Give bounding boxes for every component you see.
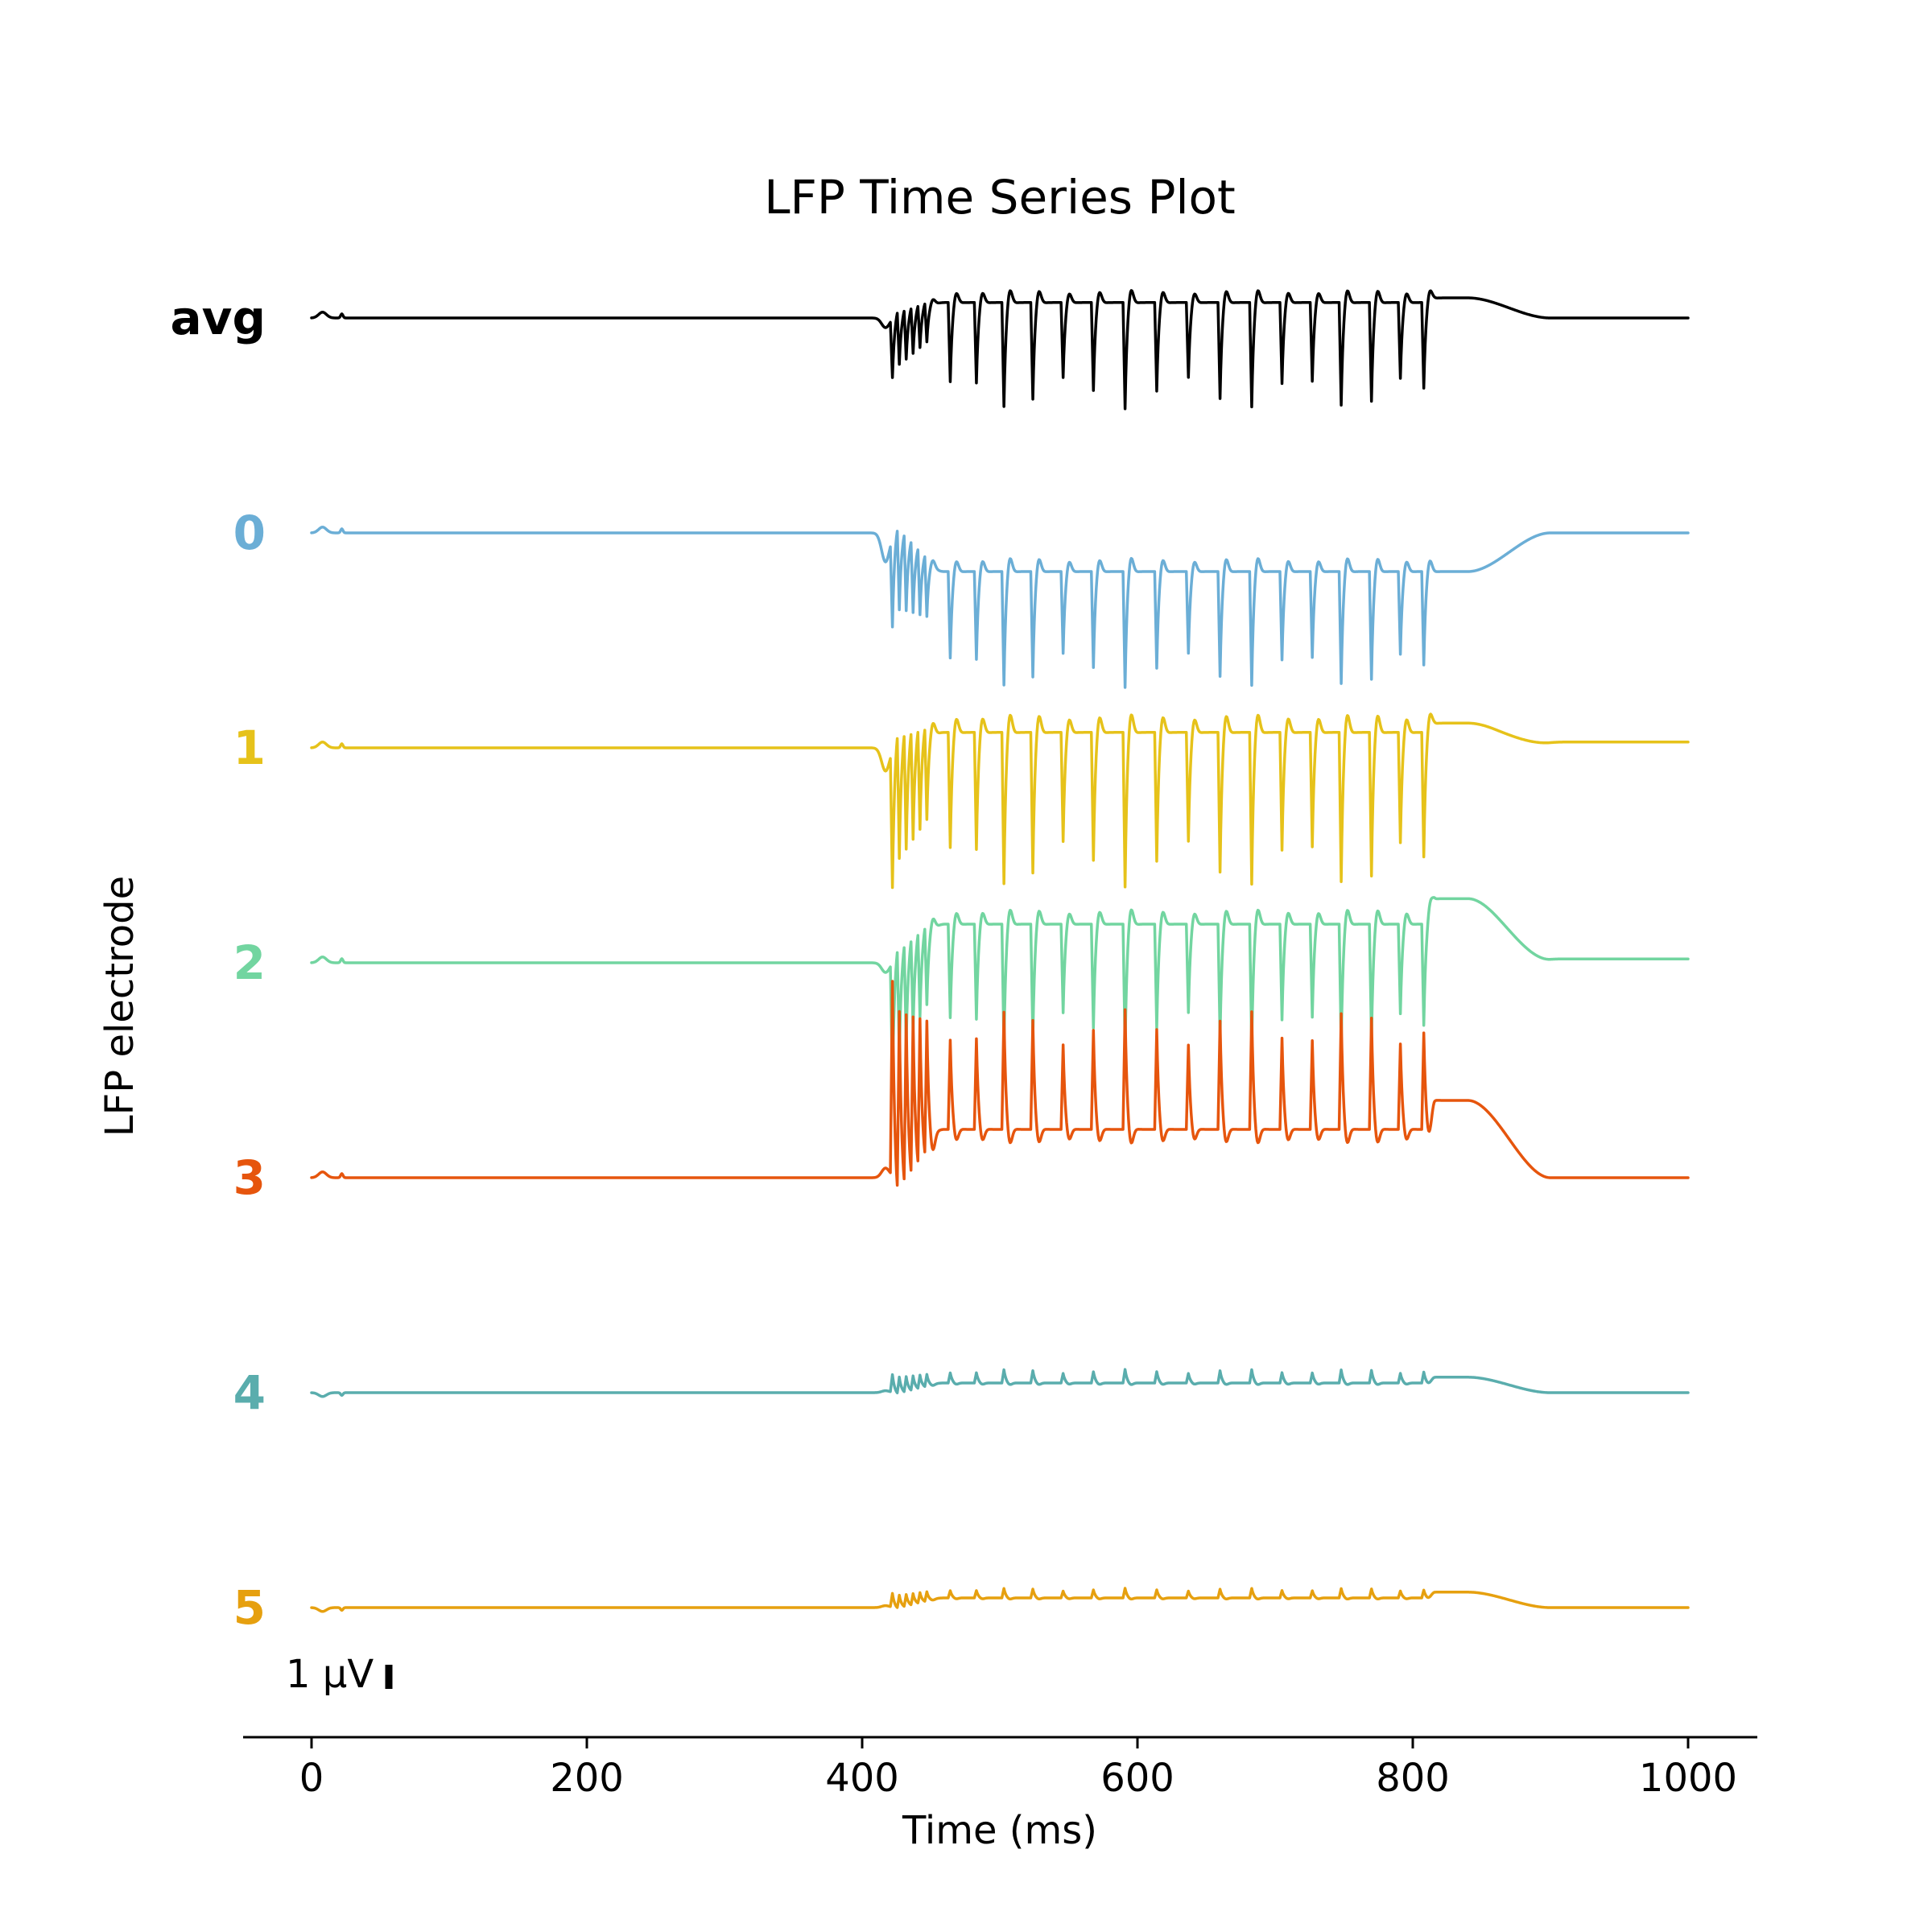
channel-label-4: 4: [233, 1365, 266, 1420]
trace-4: [310, 1368, 1690, 1398]
x-tick-label-1: 200: [550, 1756, 624, 1801]
trace-3: [310, 980, 1690, 1187]
trace-5: [310, 1587, 1690, 1613]
channel-label-1: 1: [233, 720, 266, 775]
x-ticks: 0 200 400 600 800 1000: [299, 1737, 1737, 1801]
x-tick-label-3: 600: [1100, 1756, 1174, 1801]
scale-bar-label: 1 μV: [286, 1652, 374, 1697]
channel-label-5: 5: [233, 1580, 266, 1635]
x-tick-label-0: 0: [299, 1756, 324, 1801]
chart-title: LFP Time Series Plot: [764, 170, 1236, 225]
trace-1: [310, 712, 1690, 890]
x-axis: 0 200 400 600 800 1000: [243, 1736, 1757, 1801]
traces: [310, 289, 1690, 1613]
x-tick-label-4: 800: [1376, 1756, 1450, 1801]
trace-avg: [310, 289, 1690, 411]
channel-label-2: 2: [233, 935, 266, 990]
channel-label-0: 0: [233, 506, 266, 560]
scale-bar: 1 μV: [286, 1652, 393, 1697]
channel-label-3: 3: [233, 1150, 266, 1205]
trace-2: [310, 896, 1690, 1082]
channel-labels: avg 0 1 2 3 4 5: [171, 291, 266, 1635]
y-axis-label: LFP electrode: [97, 876, 142, 1137]
channel-label-avg: avg: [171, 291, 266, 345]
trace-0: [310, 526, 1690, 689]
x-tick-label-2: 400: [825, 1756, 899, 1801]
x-axis-label: Time (ms): [902, 1808, 1097, 1853]
x-tick-label-5: 1000: [1639, 1756, 1737, 1801]
